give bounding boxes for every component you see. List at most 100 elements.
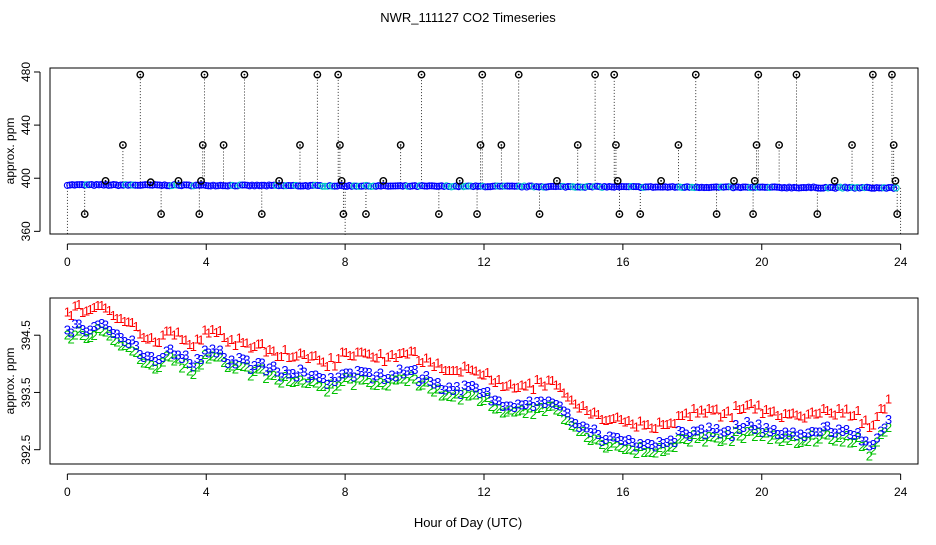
bottom-point-series-1: 1	[839, 405, 846, 420]
bottom-point-series-1: 1	[732, 398, 739, 413]
top-baseline-point	[620, 183, 628, 191]
bottom-point-series-1: 1	[190, 339, 197, 354]
bottom-point-series-3: 3	[801, 429, 808, 444]
top-flag-point-center	[752, 213, 754, 215]
top-baseline-point	[481, 183, 489, 191]
bottom-point-series-1: 1	[763, 402, 770, 417]
top-baseline-point	[790, 183, 798, 191]
bottom-point-series-3: 3	[789, 425, 796, 440]
bottom-point-series-3: 3	[553, 397, 560, 412]
bottom-point-series-1: 1	[121, 314, 128, 329]
bottom-point-series-2: 2	[843, 428, 850, 443]
top-flag-point	[476, 141, 485, 149]
top-baseline-point	[287, 182, 295, 190]
top-flag-point	[613, 176, 622, 185]
bottom-point-series-2: 2	[522, 406, 529, 421]
top-flag-point-center	[342, 213, 345, 215]
bottom-x-tick-label: 4	[203, 485, 210, 499]
top-flag-point	[240, 70, 249, 79]
top-flag-point	[219, 141, 228, 149]
bottom-point-series-1: 1	[205, 325, 212, 340]
bottom-point-series-1: 1	[560, 385, 567, 400]
bottom-point-series-2: 2	[744, 424, 751, 439]
top-baseline-point	[255, 182, 263, 190]
bottom-point-series-1: 1	[556, 380, 563, 395]
top-flag-point-center	[615, 144, 617, 146]
bottom-point-series-1: 1	[194, 332, 201, 347]
bottom-point-series-3: 3	[675, 423, 682, 438]
top-baseline-point	[350, 182, 358, 190]
bottom-point-series-2: 2	[423, 374, 430, 389]
bottom-point-series-1: 1	[637, 413, 644, 428]
bottom-point-series-2: 2	[839, 434, 846, 449]
top-y-axis-label: approx. ppm	[3, 118, 17, 185]
top-baseline-point	[739, 183, 747, 191]
bottom-point-series-1: 1	[808, 405, 815, 420]
bottom-point-series-3: 3	[873, 431, 880, 446]
bottom-point-series-3: 3	[316, 370, 323, 385]
bottom-point-series-3: 3	[488, 394, 495, 409]
bottom-point-series-1: 1	[285, 350, 292, 365]
top-baseline-point	[508, 182, 516, 190]
bottom-point-series-3: 3	[155, 352, 162, 367]
bottom-point-series-3: 3	[213, 345, 220, 360]
bottom-point-series-2: 2	[751, 429, 758, 444]
top-baseline-point	[309, 181, 317, 189]
bottom-point-series-2: 2	[828, 432, 835, 447]
bottom-point-series-2: 2	[194, 360, 201, 375]
bottom-point-series-1: 1	[598, 412, 605, 427]
top-baseline-point	[666, 183, 674, 191]
top-baseline-point	[321, 182, 329, 190]
top-flag-point-center	[613, 73, 616, 76]
top-flag-point	[712, 210, 721, 218]
top-baseline-point	[428, 182, 436, 190]
bottom-point-series-3: 3	[301, 365, 308, 380]
top-baseline-point	[374, 182, 383, 190]
top-baseline-point	[608, 183, 616, 191]
bottom-point-series-1: 1	[885, 391, 892, 406]
bottom-point-series-1: 1	[610, 411, 617, 426]
bottom-point-series-3: 3	[660, 436, 667, 451]
bottom-point-series-2: 2	[667, 439, 674, 454]
top-flag-point	[813, 210, 822, 218]
bottom-point-series-3: 3	[217, 342, 224, 357]
bottom-point-series-2: 2	[858, 439, 865, 454]
bottom-point-series-3: 3	[786, 427, 793, 442]
bottom-point-series-2: 2	[404, 374, 411, 389]
top-baseline-point	[557, 182, 565, 191]
bottom-point-series-3: 3	[453, 379, 460, 394]
bottom-point-series-1: 1	[278, 349, 285, 364]
top-flag-point-center	[795, 73, 798, 76]
bottom-point-series-1: 1	[747, 396, 754, 411]
top-baseline-point	[496, 182, 504, 190]
bottom-point-series-3: 3	[427, 374, 434, 389]
top-baseline-point	[773, 183, 781, 191]
top-baseline-point	[238, 181, 246, 189]
top-baseline-point	[710, 183, 718, 191]
bottom-point-series-2: 2	[732, 424, 739, 439]
top-baseline-point	[664, 183, 672, 191]
bottom-point-series-2: 2	[430, 385, 437, 400]
top-flag-point	[334, 70, 343, 79]
top-baseline-point	[297, 182, 305, 190]
bottom-point-series-3: 3	[281, 363, 288, 378]
bottom-point-series-2: 2	[228, 358, 235, 373]
bottom-point-series-1: 1	[606, 412, 613, 427]
bottom-point-series-3: 3	[564, 405, 571, 420]
bottom-point-series-3: 3	[297, 361, 304, 376]
bottom-point-series-3: 3	[87, 322, 94, 337]
top-y-tick-label: 480	[19, 62, 33, 82]
bottom-point-series-3: 3	[583, 421, 590, 436]
bottom-point-series-3: 3	[461, 377, 468, 392]
top-flag-point-center	[340, 179, 343, 182]
bottom-point-series-3: 3	[679, 424, 686, 439]
top-flag-point-center	[677, 144, 680, 146]
bottom-point-series-3: 3	[396, 361, 403, 376]
bottom-point-series-2: 2	[862, 438, 869, 453]
bottom-x-tick-label: 8	[342, 485, 349, 499]
bottom-point-series-2: 2	[190, 367, 197, 382]
top-baseline-point	[277, 181, 285, 189]
top-flag-point-center	[198, 213, 201, 215]
bottom-point-series-1: 1	[201, 323, 208, 338]
top-flag-point-center	[556, 179, 558, 182]
